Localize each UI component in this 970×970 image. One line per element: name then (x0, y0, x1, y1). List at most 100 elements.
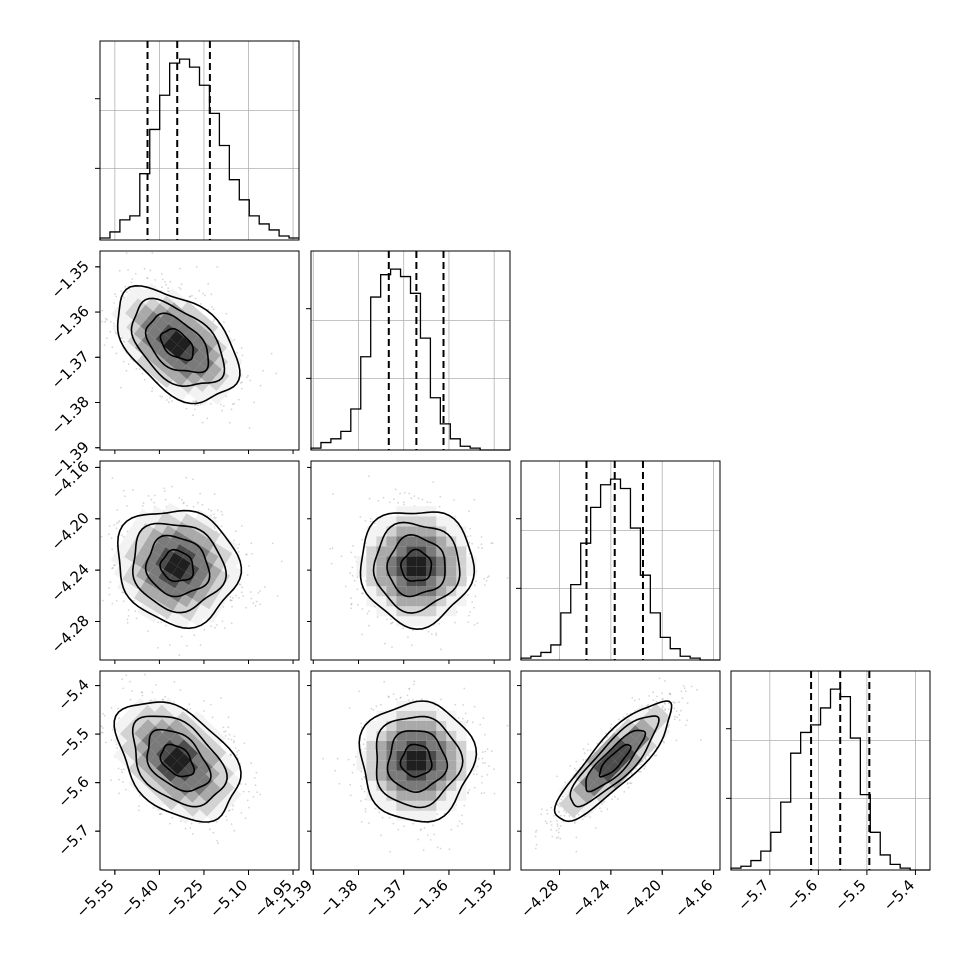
sample-point (198, 289, 201, 292)
sample-point (240, 591, 243, 594)
sample-point (159, 813, 162, 816)
sample-point (391, 622, 393, 624)
sample-point (344, 585, 347, 588)
sample-point (151, 387, 154, 390)
sample-point (212, 320, 215, 323)
sample-point (167, 287, 170, 290)
sample-point (468, 614, 470, 617)
sample-point (169, 397, 171, 399)
density-cell (136, 509, 151, 524)
sample-point (137, 809, 140, 812)
sample-point (262, 369, 264, 372)
sample-point (471, 542, 473, 545)
sample-point (246, 799, 249, 802)
sample-point (220, 403, 222, 406)
density-cell (207, 362, 222, 377)
density-cell (216, 383, 231, 398)
sample-point (480, 543, 483, 546)
density-cell (139, 523, 154, 537)
sample-point (506, 577, 509, 579)
sample-point (118, 792, 120, 795)
sample-point (204, 294, 206, 297)
density-cell (144, 282, 159, 298)
sample-point (221, 409, 224, 412)
contour-level-2 (130, 297, 226, 388)
density-cell (396, 516, 407, 527)
sample-point (366, 612, 369, 615)
sample-point (429, 501, 432, 504)
sample-point (154, 279, 157, 281)
sample-point (233, 735, 236, 738)
density-cell (446, 556, 457, 567)
sample-point (350, 607, 353, 610)
density-cell (206, 348, 221, 363)
sample-point (146, 277, 149, 279)
sample-point (374, 807, 377, 810)
sample-point (213, 318, 216, 321)
sample-point (191, 832, 194, 835)
sample-point (188, 295, 191, 298)
sample-point (241, 525, 243, 527)
density-cell (174, 386, 189, 402)
sample-point (141, 694, 144, 697)
sample-point (147, 495, 150, 497)
density-cell (406, 506, 417, 517)
sample-point (275, 372, 278, 375)
sample-point (254, 604, 257, 607)
sample-point (240, 812, 243, 814)
sample-point (122, 535, 125, 538)
sample-point (131, 278, 134, 280)
density-cell (220, 780, 235, 795)
sample-point (255, 600, 258, 603)
sample-point (376, 616, 379, 618)
sample-point (120, 768, 123, 771)
sample-point (226, 819, 228, 821)
sample-point (115, 332, 118, 335)
density-cell (147, 711, 163, 726)
density-cell (406, 526, 417, 537)
density-cell (120, 740, 135, 755)
sample-point (408, 492, 411, 495)
joint-panel-0-3 (99, 670, 300, 871)
density-cell (416, 596, 427, 607)
sample-point (91, 562, 93, 564)
sample-point (229, 599, 232, 601)
histogram-series-1 (310, 268, 510, 451)
sample-point (107, 533, 110, 536)
density-cell (213, 802, 228, 817)
sample-point (80, 547, 82, 549)
sample-point (352, 544, 354, 547)
sample-point (417, 497, 420, 500)
sample-point (370, 707, 373, 710)
contour-level-0 (400, 548, 433, 582)
panel-frame (99, 40, 300, 241)
sample-point (246, 376, 248, 379)
sample-point (195, 266, 198, 268)
sample-point (199, 644, 202, 647)
sample-point (179, 689, 182, 691)
sample-point (236, 751, 239, 753)
sample-point (233, 740, 235, 742)
density-cell (189, 518, 204, 533)
contour-level-3 (359, 511, 476, 631)
contour-level-3 (113, 701, 242, 823)
density-cell (213, 773, 228, 789)
sample-point (361, 592, 363, 595)
density-cell (386, 536, 397, 547)
sample-point (362, 592, 364, 595)
marginal-panel-0 (95, 40, 300, 241)
sample-point (127, 615, 130, 617)
sample-point (207, 282, 210, 285)
sample-point (356, 588, 359, 591)
sample-point (438, 505, 441, 508)
density-cell (147, 586, 162, 601)
sample-point (222, 726, 225, 729)
sample-point (440, 698, 442, 701)
sample-point (487, 575, 490, 578)
density-cell (126, 319, 141, 334)
density-cell (191, 767, 206, 782)
panel-frame (730, 670, 931, 871)
sample-point (141, 372, 144, 375)
density-cell (163, 782, 178, 797)
sample-point (161, 395, 164, 398)
